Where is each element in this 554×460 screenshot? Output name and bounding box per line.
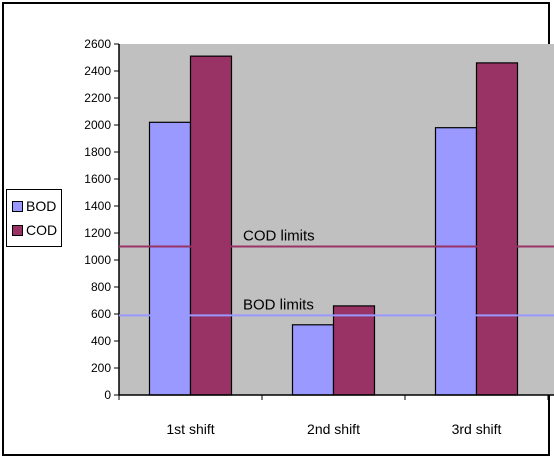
y-tick-label: 2400 <box>84 64 111 78</box>
legend: BOD COD <box>6 189 62 247</box>
y-tick-label: 600 <box>91 307 111 321</box>
y-tick-label: 800 <box>91 280 111 294</box>
y-tick-label: 2000 <box>84 118 111 132</box>
x-tick-label: 1st shift <box>166 421 214 437</box>
bar-bod-3 <box>434 127 478 396</box>
y-tick-label: 1400 <box>84 199 111 213</box>
y-tick-label: 2200 <box>84 91 111 105</box>
legend-label-cod: COD <box>26 222 58 238</box>
y-tick-label: 1000 <box>84 253 111 267</box>
y-tick-label: 1200 <box>84 226 111 240</box>
legend-swatch-bod <box>12 200 23 212</box>
y-tick-label: 1600 <box>84 172 111 186</box>
legend-item-cod: COD <box>12 221 57 239</box>
reference-label-cod: COD limits <box>243 228 315 245</box>
bar-bod-1 <box>148 121 192 396</box>
legend-swatch-cod <box>12 224 23 236</box>
y-tick-label: 1800 <box>84 145 111 159</box>
bar-bod-2 <box>291 324 335 396</box>
y-tick-label: 400 <box>91 334 111 348</box>
x-tick-label: 3rd shift <box>452 421 502 437</box>
y-tick-label: 2600 <box>84 37 111 51</box>
y-tick-label: 200 <box>91 361 111 375</box>
bar-cod-1 <box>189 55 233 396</box>
legend-item-bod: BOD <box>12 197 56 215</box>
x-tick-label: 2nd shift <box>307 421 360 437</box>
legend-label-bod: BOD <box>26 198 57 214</box>
bar-cod-2 <box>332 305 376 396</box>
reference-label-bod: BOD limits <box>243 296 314 313</box>
bar-cod-3 <box>475 62 519 396</box>
y-tick-label: 0 <box>104 388 111 402</box>
